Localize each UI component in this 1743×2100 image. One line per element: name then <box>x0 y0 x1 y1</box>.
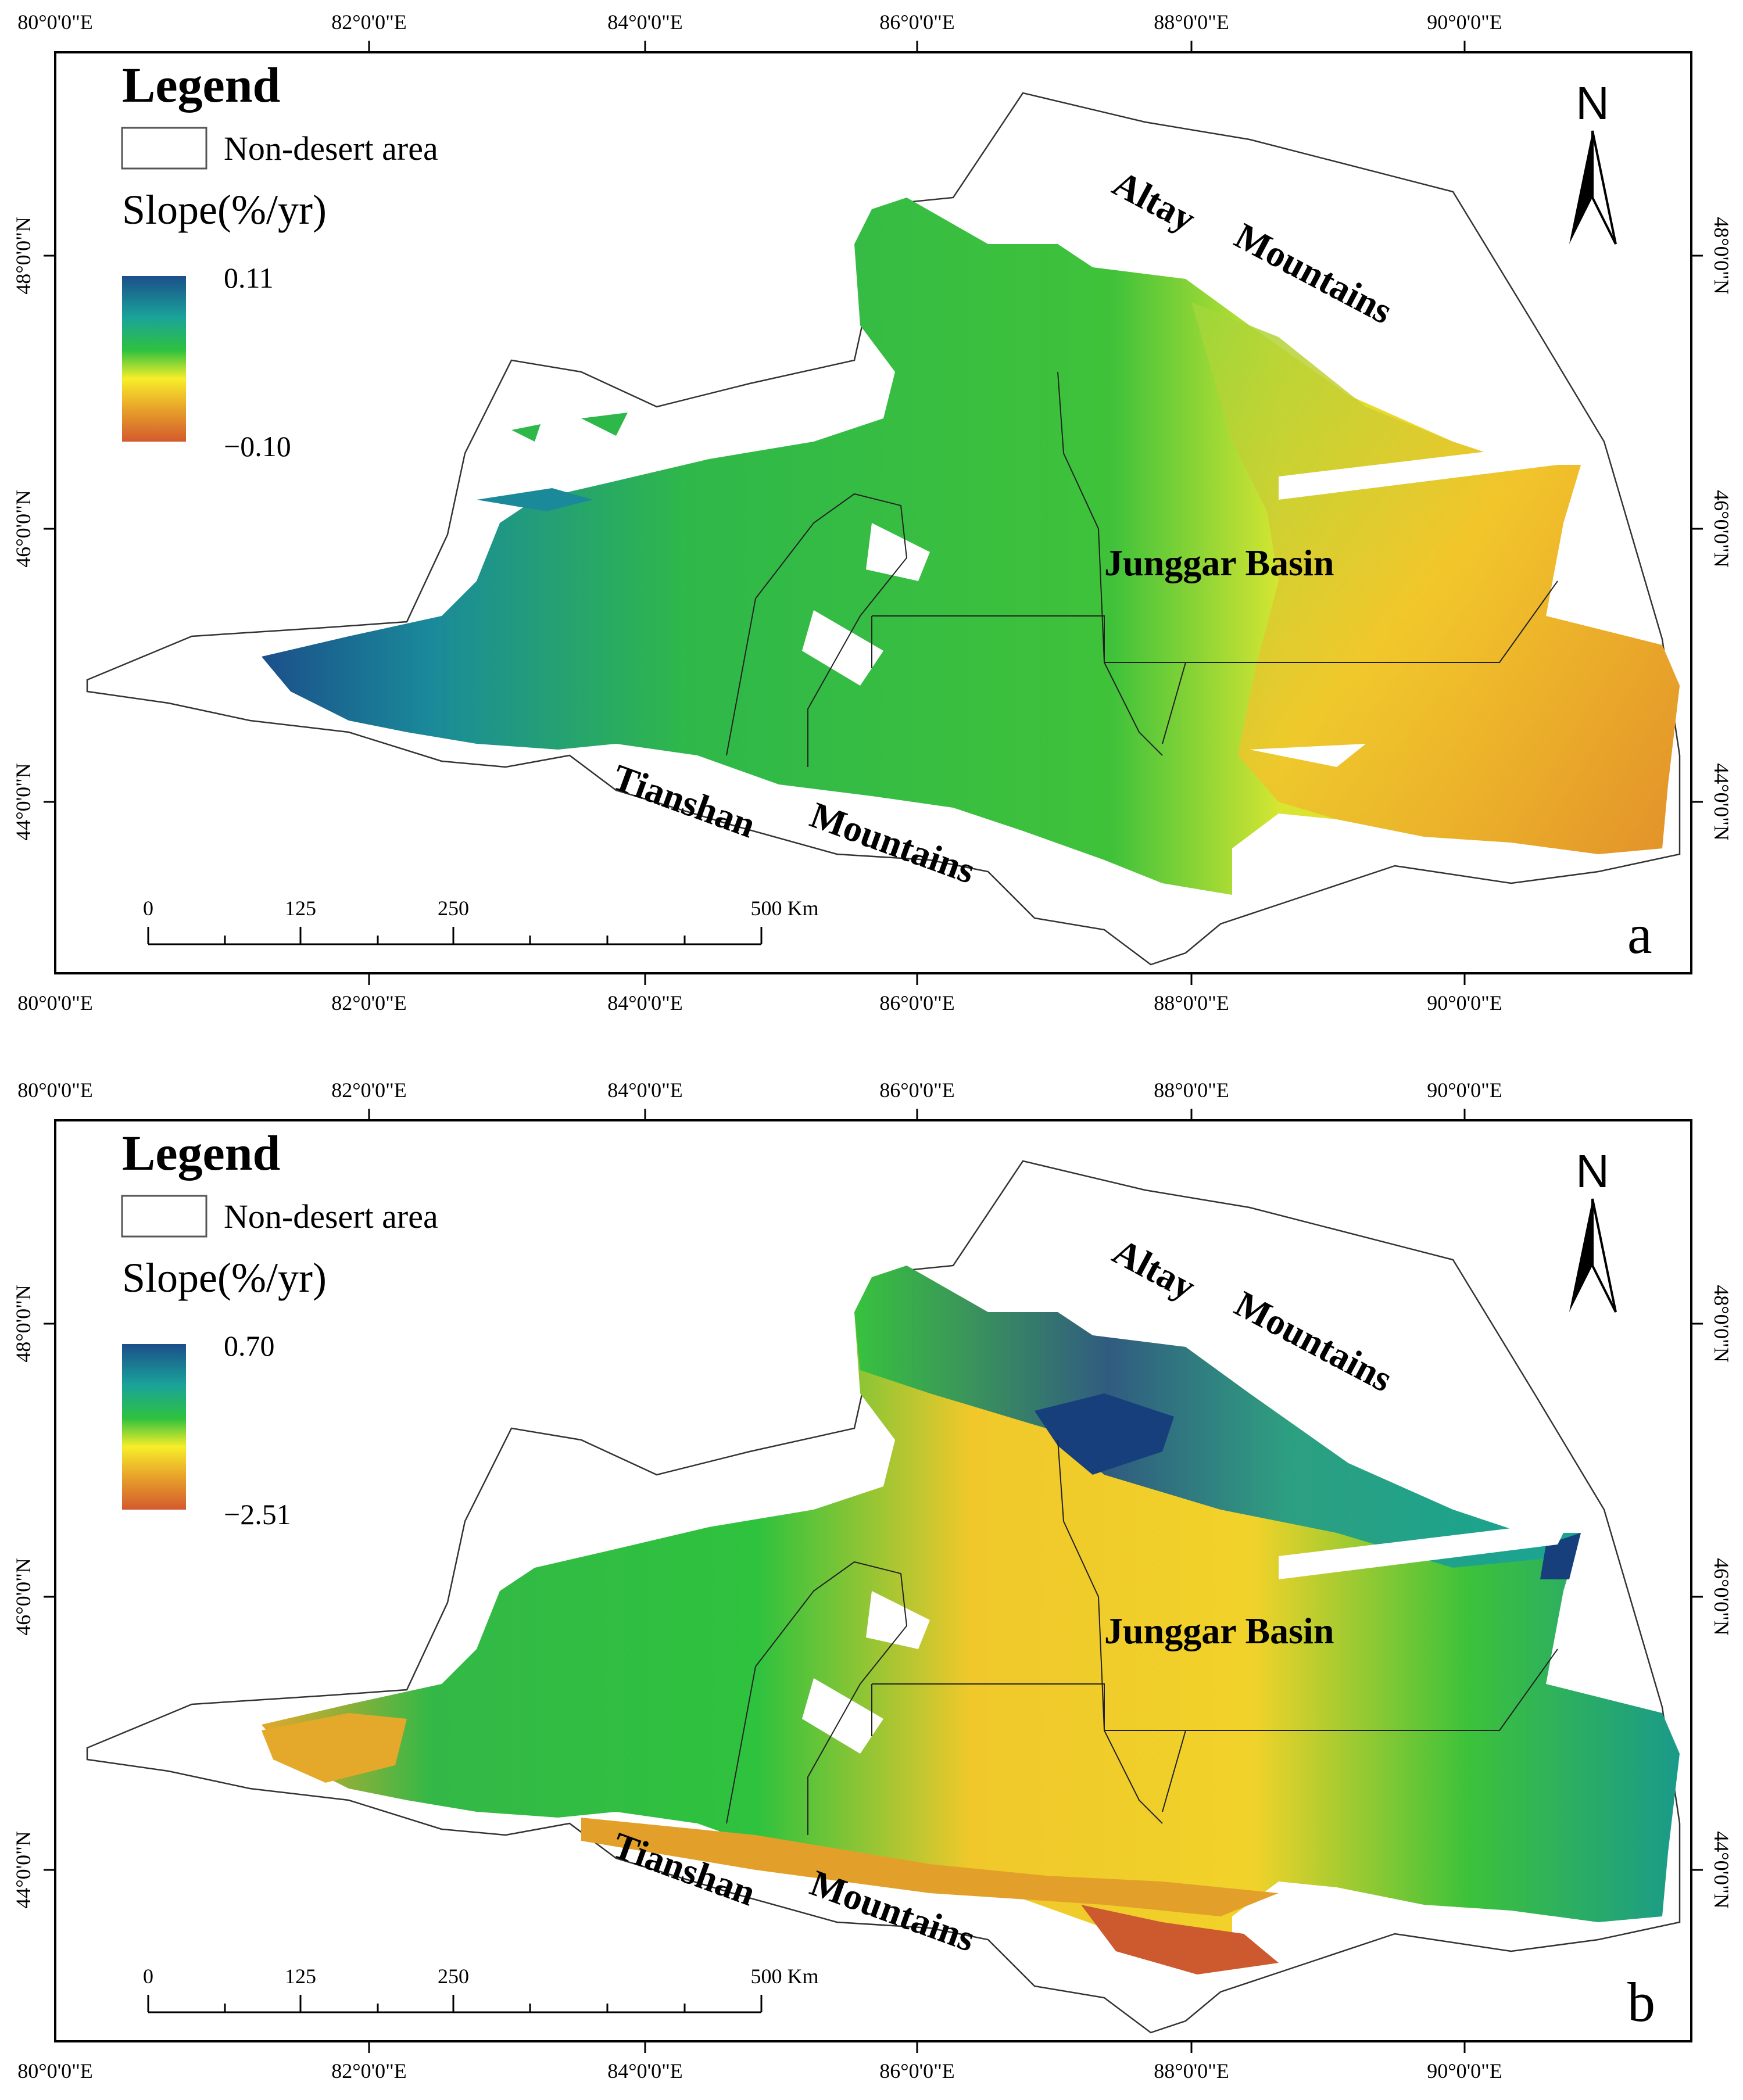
lon-label: 86°0'0"E <box>879 1078 955 1102</box>
lon-label: 88°0'0"E <box>1154 1078 1229 1102</box>
lon-label: 88°0'0"E <box>1154 991 1229 1015</box>
lon-label: 80°0'0"E <box>17 1078 93 1102</box>
slope-label: Slope(%/yr) <box>122 1255 327 1301</box>
graticule-ticks <box>44 41 1703 985</box>
color-ramp <box>122 276 186 442</box>
lon-label: 86°0'0"E <box>879 2059 955 2083</box>
ramp-min-label: −2.51 <box>224 1498 291 1531</box>
lat-label: 44°0'0"N <box>1710 1831 1733 1909</box>
slope-raster-a <box>262 198 1680 895</box>
lon-label: 84°0'0"E <box>607 991 683 1015</box>
subregion-boundaries <box>726 371 1558 767</box>
bottom-lon-labels: 80°0'0"E 82°0'0"E 84°0'0"E 86°0'0"E 88°0… <box>17 2059 1502 2083</box>
slope-label: Slope(%/yr) <box>122 187 327 233</box>
panel-a: 80°0'0"E 82°0'0"E 84°0'0"E 86°0'0"E 88°0… <box>12 10 1733 1015</box>
legend-title: Legend <box>122 1125 280 1181</box>
slope-raster-b <box>262 1266 1680 1974</box>
lon-label: 88°0'0"E <box>1154 2059 1229 2083</box>
scale-label: 0 <box>143 1965 153 1988</box>
panel-b: 80°0'0"E 82°0'0"E 84°0'0"E 86°0'0"E 88°0… <box>12 1078 1733 2083</box>
lat-label: 48°0'0"N <box>1710 217 1733 295</box>
lon-label: 82°0'0"E <box>331 10 407 34</box>
top-lon-labels: 80°0'0"E 82°0'0"E 84°0'0"E 86°0'0"E 88°0… <box>17 10 1502 34</box>
north-label: N <box>1576 1145 1609 1197</box>
lat-label: 44°0'0"N <box>12 763 35 841</box>
lon-label: 86°0'0"E <box>879 991 955 1015</box>
bottom-lon-labels: 80°0'0"E 82°0'0"E 84°0'0"E 86°0'0"E 88°0… <box>17 991 1502 1015</box>
lon-label: 86°0'0"E <box>879 10 955 34</box>
scale-label: 250 <box>438 1965 469 1988</box>
ramp-max-label: 0.70 <box>224 1329 275 1362</box>
lon-label: 82°0'0"E <box>331 991 407 1015</box>
scale-bar: 0 125 250 500 Km <box>143 897 819 945</box>
junggar-basin-label: Junggar Basin <box>1104 1610 1334 1651</box>
lat-label: 46°0'0"N <box>1710 1558 1733 1636</box>
lon-label: 90°0'0"E <box>1427 10 1502 34</box>
north-arrow: N <box>1569 77 1617 245</box>
panel-letter-b: b <box>1627 1971 1655 2033</box>
panel-letter-a: a <box>1627 903 1652 965</box>
non-desert-label: Non-desert area <box>224 130 438 167</box>
scale-label: 500 Km <box>751 897 819 920</box>
scale-label: 0 <box>143 897 153 920</box>
scale-label: 250 <box>438 897 469 920</box>
lon-label: 84°0'0"E <box>607 10 683 34</box>
scale-label: 125 <box>285 1965 316 1988</box>
lat-label: 46°0'0"N <box>1710 490 1733 568</box>
lon-label: 88°0'0"E <box>1154 10 1229 34</box>
lon-label: 82°0'0"E <box>331 2059 407 2083</box>
non-desert-label: Non-desert area <box>224 1198 438 1235</box>
lat-label: 48°0'0"N <box>1710 1285 1733 1363</box>
lat-label: 48°0'0"N <box>12 217 35 295</box>
non-desert-swatch <box>121 1195 207 1238</box>
lon-label: 90°0'0"E <box>1427 991 1502 1015</box>
lon-label: 80°0'0"E <box>17 2059 93 2083</box>
lat-label: 46°0'0"N <box>12 490 35 568</box>
scale-label: 125 <box>285 897 316 920</box>
north-label: N <box>1576 77 1609 129</box>
lat-label: 48°0'0"N <box>12 1285 35 1363</box>
subregion-boundaries <box>726 1439 1558 1835</box>
color-ramp <box>122 1344 186 1510</box>
lat-label: 46°0'0"N <box>12 1558 35 1636</box>
lon-label: 84°0'0"E <box>607 2059 683 2083</box>
junggar-basin-label: Junggar Basin <box>1104 542 1334 583</box>
top-lon-labels: 80°0'0"E 82°0'0"E 84°0'0"E 86°0'0"E 88°0… <box>17 1078 1502 1102</box>
legend: Legend Non-desert area Slope(%/yr) 0.70 … <box>121 1125 438 1531</box>
graticule-ticks <box>44 1109 1703 2053</box>
legend-title: Legend <box>122 57 280 113</box>
lat-label: 44°0'0"N <box>1710 763 1733 841</box>
ramp-min-label: −0.10 <box>224 430 291 463</box>
lon-label: 80°0'0"E <box>17 991 93 1015</box>
lon-label: 90°0'0"E <box>1427 2059 1502 2083</box>
non-desert-swatch <box>121 127 207 170</box>
north-arrow: N <box>1569 1145 1617 1313</box>
lat-label: 44°0'0"N <box>12 1831 35 1909</box>
lon-label: 90°0'0"E <box>1427 1078 1502 1102</box>
lat-labels: 48°0'0"N 46°0'0"N 44°0'0"N 48°0'0"N 46°0… <box>12 217 1733 841</box>
lon-label: 84°0'0"E <box>607 1078 683 1102</box>
ramp-max-label: 0.11 <box>224 261 274 294</box>
lat-labels: 48°0'0"N 46°0'0"N 44°0'0"N 48°0'0"N 46°0… <box>12 1285 1733 1909</box>
scale-bar: 0 125 250 500 Km <box>143 1965 819 2013</box>
lon-label: 82°0'0"E <box>331 1078 407 1102</box>
legend: Legend Non-desert area Slope(%/yr) 0.11 … <box>121 57 438 463</box>
scale-label: 500 Km <box>751 1965 819 1988</box>
lon-label: 80°0'0"E <box>17 10 93 34</box>
